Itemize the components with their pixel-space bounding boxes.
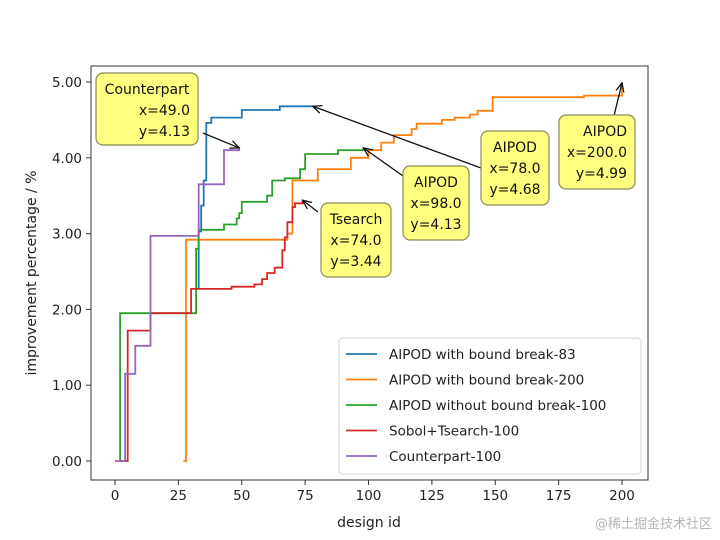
x-tick-label: 200 [609, 488, 635, 504]
legend-item: Sobol+Tsearch-100 [346, 424, 519, 440]
y-axis: 0.00 1.00 2.00 3.00 4.00 5.00 [52, 75, 91, 470]
annotation-box-bg [95, 72, 199, 146]
annotation-box: Tsearch x=74.0 y=3.44 [320, 202, 392, 278]
legend-label: AIPOD with bound break-83 [389, 347, 576, 363]
legend-item: AIPOD with bound break-200 [346, 373, 584, 389]
annotation-arrow [202, 132, 239, 148]
annotation-text: Counterpart [105, 82, 190, 98]
annotation-arrow [363, 148, 404, 177]
legend-item: AIPOD with bound break-83 [346, 347, 576, 363]
x-tick-label: 75 [297, 488, 314, 504]
y-tick-label: 1.00 [52, 378, 82, 394]
series-line-3 [119, 147, 365, 461]
y-tick-label: 4.00 [52, 151, 82, 167]
annotation-box-bg [480, 130, 550, 206]
annotation-text: y=3.44 [330, 254, 381, 270]
series-line-1 [197, 105, 313, 289]
annotation-box-bg [320, 202, 392, 278]
legend-label: AIPOD without bound break-100 [389, 398, 606, 414]
annotation-arrow [612, 83, 622, 121]
annotation-text: x=49.0 [139, 103, 190, 119]
annotation-arrow [303, 200, 319, 213]
x-tick-label: 100 [356, 488, 382, 504]
x-tick-label: 125 [419, 488, 445, 504]
x-tick-label: 25 [170, 488, 187, 504]
watermark: @稀土掘金技术社区 [594, 517, 712, 532]
annotation-box: AIPOD x=200.0 y=4.99 [558, 114, 636, 190]
annotation-text: x=200.0 [567, 145, 627, 161]
series-line-5 [115, 147, 241, 462]
annotation-text: AIPOD [493, 140, 537, 156]
x-axis: 0 25 50 75 100 125 150 175 200 [111, 480, 635, 504]
series-group [115, 82, 623, 462]
y-axis-label: improvement percentage / % [24, 170, 40, 375]
annotation-box: AIPOD x=78.0 y=4.68 [480, 130, 550, 206]
legend-label: AIPOD with bound break-200 [389, 373, 584, 389]
annotation-box: Counterpart x=49.0 y=4.13 [95, 72, 199, 146]
x-tick-label: 50 [233, 488, 250, 504]
x-axis-label: design id [337, 515, 401, 531]
annotation-text: x=74.0 [330, 233, 381, 249]
annotation-box-bg [402, 165, 470, 241]
legend-item: Counterpart-100 [346, 449, 501, 465]
legend: AIPOD with bound break-83 AIPOD with boun… [338, 337, 642, 475]
annotation-text: AIPOD [583, 124, 627, 140]
y-tick-label: 2.00 [52, 302, 82, 318]
annotation-box: AIPOD x=98.0 y=4.13 [402, 165, 470, 241]
annotation-box-bg [558, 114, 636, 190]
annotation-text: y=4.13 [410, 217, 461, 233]
x-tick-label: 150 [482, 488, 508, 504]
annotation-arrows [202, 83, 622, 213]
annotation-text: AIPOD [414, 175, 458, 191]
annotation-arrow [313, 106, 482, 169]
annotation-text: Tsearch [329, 212, 383, 228]
x-tick-label: 0 [111, 488, 120, 504]
x-tick-label: 175 [546, 488, 572, 504]
annotation-text: y=4.68 [489, 182, 540, 198]
annotation-text: x=98.0 [410, 196, 461, 212]
y-tick-label: 0.00 [52, 454, 82, 470]
annotation-text: y=4.99 [576, 166, 627, 182]
legend-label: Sobol+Tsearch-100 [389, 424, 519, 440]
y-tick-label: 3.00 [52, 227, 82, 243]
annotation-text: x=78.0 [489, 161, 540, 177]
series-line-2 [183, 82, 623, 462]
y-tick-label: 5.00 [52, 75, 82, 91]
annotations: Counterpart x=49.0 y=4.13 AIPOD x=78.0 y=4.68… [95, 72, 636, 278]
legend-frame [338, 337, 642, 475]
series-line-4 [120, 200, 304, 462]
legend-item: AIPOD without bound break-100 [346, 398, 606, 414]
annotation-text: y=4.13 [139, 124, 190, 140]
legend-label: Counterpart-100 [389, 449, 501, 465]
